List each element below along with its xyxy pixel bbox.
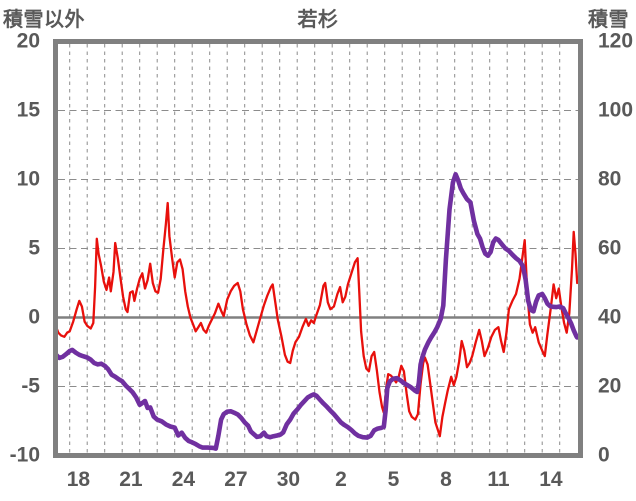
left-axis-tick: 0 — [28, 305, 40, 329]
x-axis-tick: 27 — [224, 468, 248, 491]
right-axis-tick: 120 — [598, 29, 634, 53]
right-axis-tick: 40 — [598, 305, 622, 329]
left-axis-tick: 10 — [16, 167, 40, 191]
right-axis-tick: 60 — [598, 236, 622, 260]
snow-depth-line — [53, 172, 580, 451]
right-axis-tick: 80 — [598, 167, 622, 191]
chart-title: 若杉 — [297, 9, 339, 31]
x-axis-tick: 14 — [539, 468, 563, 491]
right-axis-tick: 0 — [598, 443, 610, 467]
left-axis-tick: 20 — [16, 29, 40, 53]
left-axis-title: 積雪以外 — [3, 9, 85, 31]
left-axis-tick: 15 — [16, 98, 40, 122]
left-axis-tick: -5 — [21, 374, 40, 398]
x-axis-tick: 11 — [487, 468, 510, 491]
x-axis-tick: 30 — [276, 468, 301, 491]
x-axis-tick: 21 — [119, 468, 143, 491]
right-axis-tick: 20 — [598, 374, 622, 398]
x-axis-tick: 18 — [66, 468, 91, 491]
x-axis-tick: 5 — [387, 468, 400, 491]
x-axis-tick: 24 — [171, 468, 196, 491]
right-axis-tick: 100 — [598, 98, 634, 122]
left-axis-tick: 5 — [28, 236, 40, 260]
plot-frame — [53, 39, 583, 458]
x-axis-tick: 8 — [440, 468, 452, 491]
temperature-line — [54, 201, 579, 438]
left-axis-tick: -10 — [9, 443, 40, 467]
x-axis-tick: 2 — [335, 468, 347, 491]
right-axis-title: 積雪 — [588, 9, 629, 31]
